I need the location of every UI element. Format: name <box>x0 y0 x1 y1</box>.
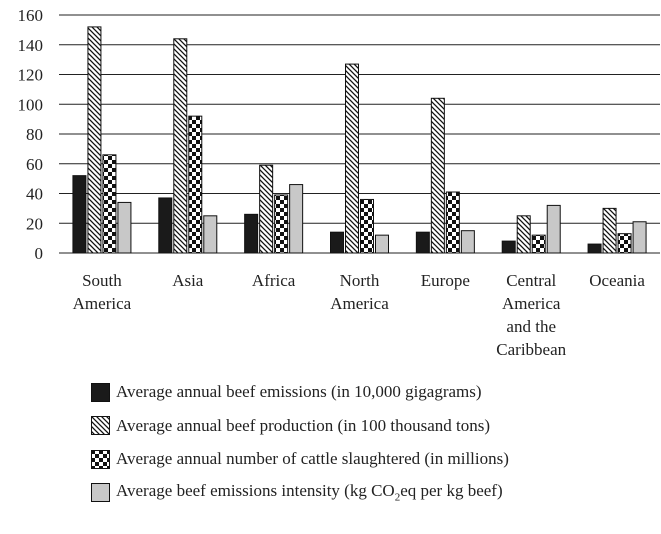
legend-item-emissions: Average annual beef emissions (in 10,000… <box>91 382 651 402</box>
bar-checker <box>188 115 203 254</box>
bar-checker <box>617 233 632 254</box>
legend-swatch-solid-dark <box>91 382 110 402</box>
bar-diagonal-hatch <box>87 26 102 254</box>
x-category-label: Africa <box>252 271 296 290</box>
bar-checker <box>274 194 289 254</box>
x-category-label: Oceania <box>589 271 645 290</box>
bars <box>72 26 647 254</box>
bar-checker <box>531 234 546 254</box>
legend-label-slaughtered: Average annual number of cattle slaughte… <box>116 449 509 468</box>
legend-swatch-solid-light <box>91 483 110 502</box>
bar-solid-dark <box>415 231 430 254</box>
x-category-label: South America <box>73 271 132 313</box>
bar-solid-dark <box>330 231 344 254</box>
y-tick-label: 120 <box>18 66 44 85</box>
y-tick-label: 80 <box>26 125 43 144</box>
y-tick-label: 40 <box>26 185 43 204</box>
bar-checker <box>360 198 374 254</box>
bar-chart: 0 20 40 60 80 100 120 140 160 South America Asia Af… <box>18 6 660 359</box>
bar-solid-light <box>632 221 647 254</box>
bar-solid-dark <box>158 197 173 254</box>
y-tick-label: 20 <box>26 214 43 233</box>
bar-solid-dark <box>72 175 87 254</box>
bar-diagonal-hatch <box>602 207 617 254</box>
bar-solid-dark <box>244 213 259 254</box>
x-category-label: North America <box>330 271 389 313</box>
bar-diagonal-hatch <box>516 215 531 254</box>
bar-solid-light <box>289 184 304 254</box>
legend-item-slaughtered: Average annual number of cattle slaughte… <box>91 449 651 469</box>
bar-checker <box>445 191 460 254</box>
bar-diagonal-hatch <box>173 38 188 254</box>
y-tick-label: 0 <box>35 244 44 263</box>
y-axis-ticks: 0 20 40 60 80 100 120 140 160 <box>18 6 44 263</box>
x-axis-categories: South America Asia Africa North America Europe… <box>73 271 646 359</box>
y-tick-label: 60 <box>26 155 43 174</box>
bar-solid-light <box>460 230 475 254</box>
legend: Average annual beef emissions (in 10,000… <box>91 382 651 516</box>
legend-label-production: Average annual beef production (in 100 t… <box>116 415 491 435</box>
x-category-label: Asia <box>172 271 204 290</box>
legend-item-intensity: Average beef emissions intensity (kg CO2… <box>91 481 651 504</box>
gridlines <box>59 14 660 254</box>
bar-solid-light <box>375 234 389 254</box>
bar-solid-light <box>546 204 561 254</box>
legend-label-emissions: Average annual beef emissions (in 10,000… <box>116 382 482 401</box>
y-tick-label: 100 <box>18 95 44 114</box>
bar-diagonal-hatch <box>345 63 359 254</box>
legend-label-intensity: Average beef emissions intensity (kg CO2… <box>116 481 503 504</box>
legend-item-production: Average annual beef production (in 100 t… <box>91 416 651 436</box>
legend-swatch-checker <box>91 449 110 469</box>
y-tick-label: 140 <box>18 36 44 55</box>
bar-solid-light <box>117 201 132 254</box>
y-tick-label: 160 <box>18 6 44 25</box>
legend-swatch-diagonal-hatch <box>91 416 110 435</box>
x-category-label: Central America and the Caribbean <box>496 271 566 359</box>
bar-solid-light <box>203 215 218 254</box>
bar-diagonal-hatch <box>259 164 274 254</box>
bar-diagonal-hatch <box>430 97 445 254</box>
bar-solid-dark <box>501 240 516 254</box>
x-category-label: Europe <box>421 271 470 290</box>
bar-checker <box>102 154 117 254</box>
bar-solid-dark <box>587 243 602 254</box>
